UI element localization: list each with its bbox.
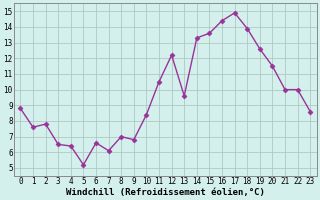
X-axis label: Windchill (Refroidissement éolien,°C): Windchill (Refroidissement éolien,°C) bbox=[66, 188, 265, 197]
